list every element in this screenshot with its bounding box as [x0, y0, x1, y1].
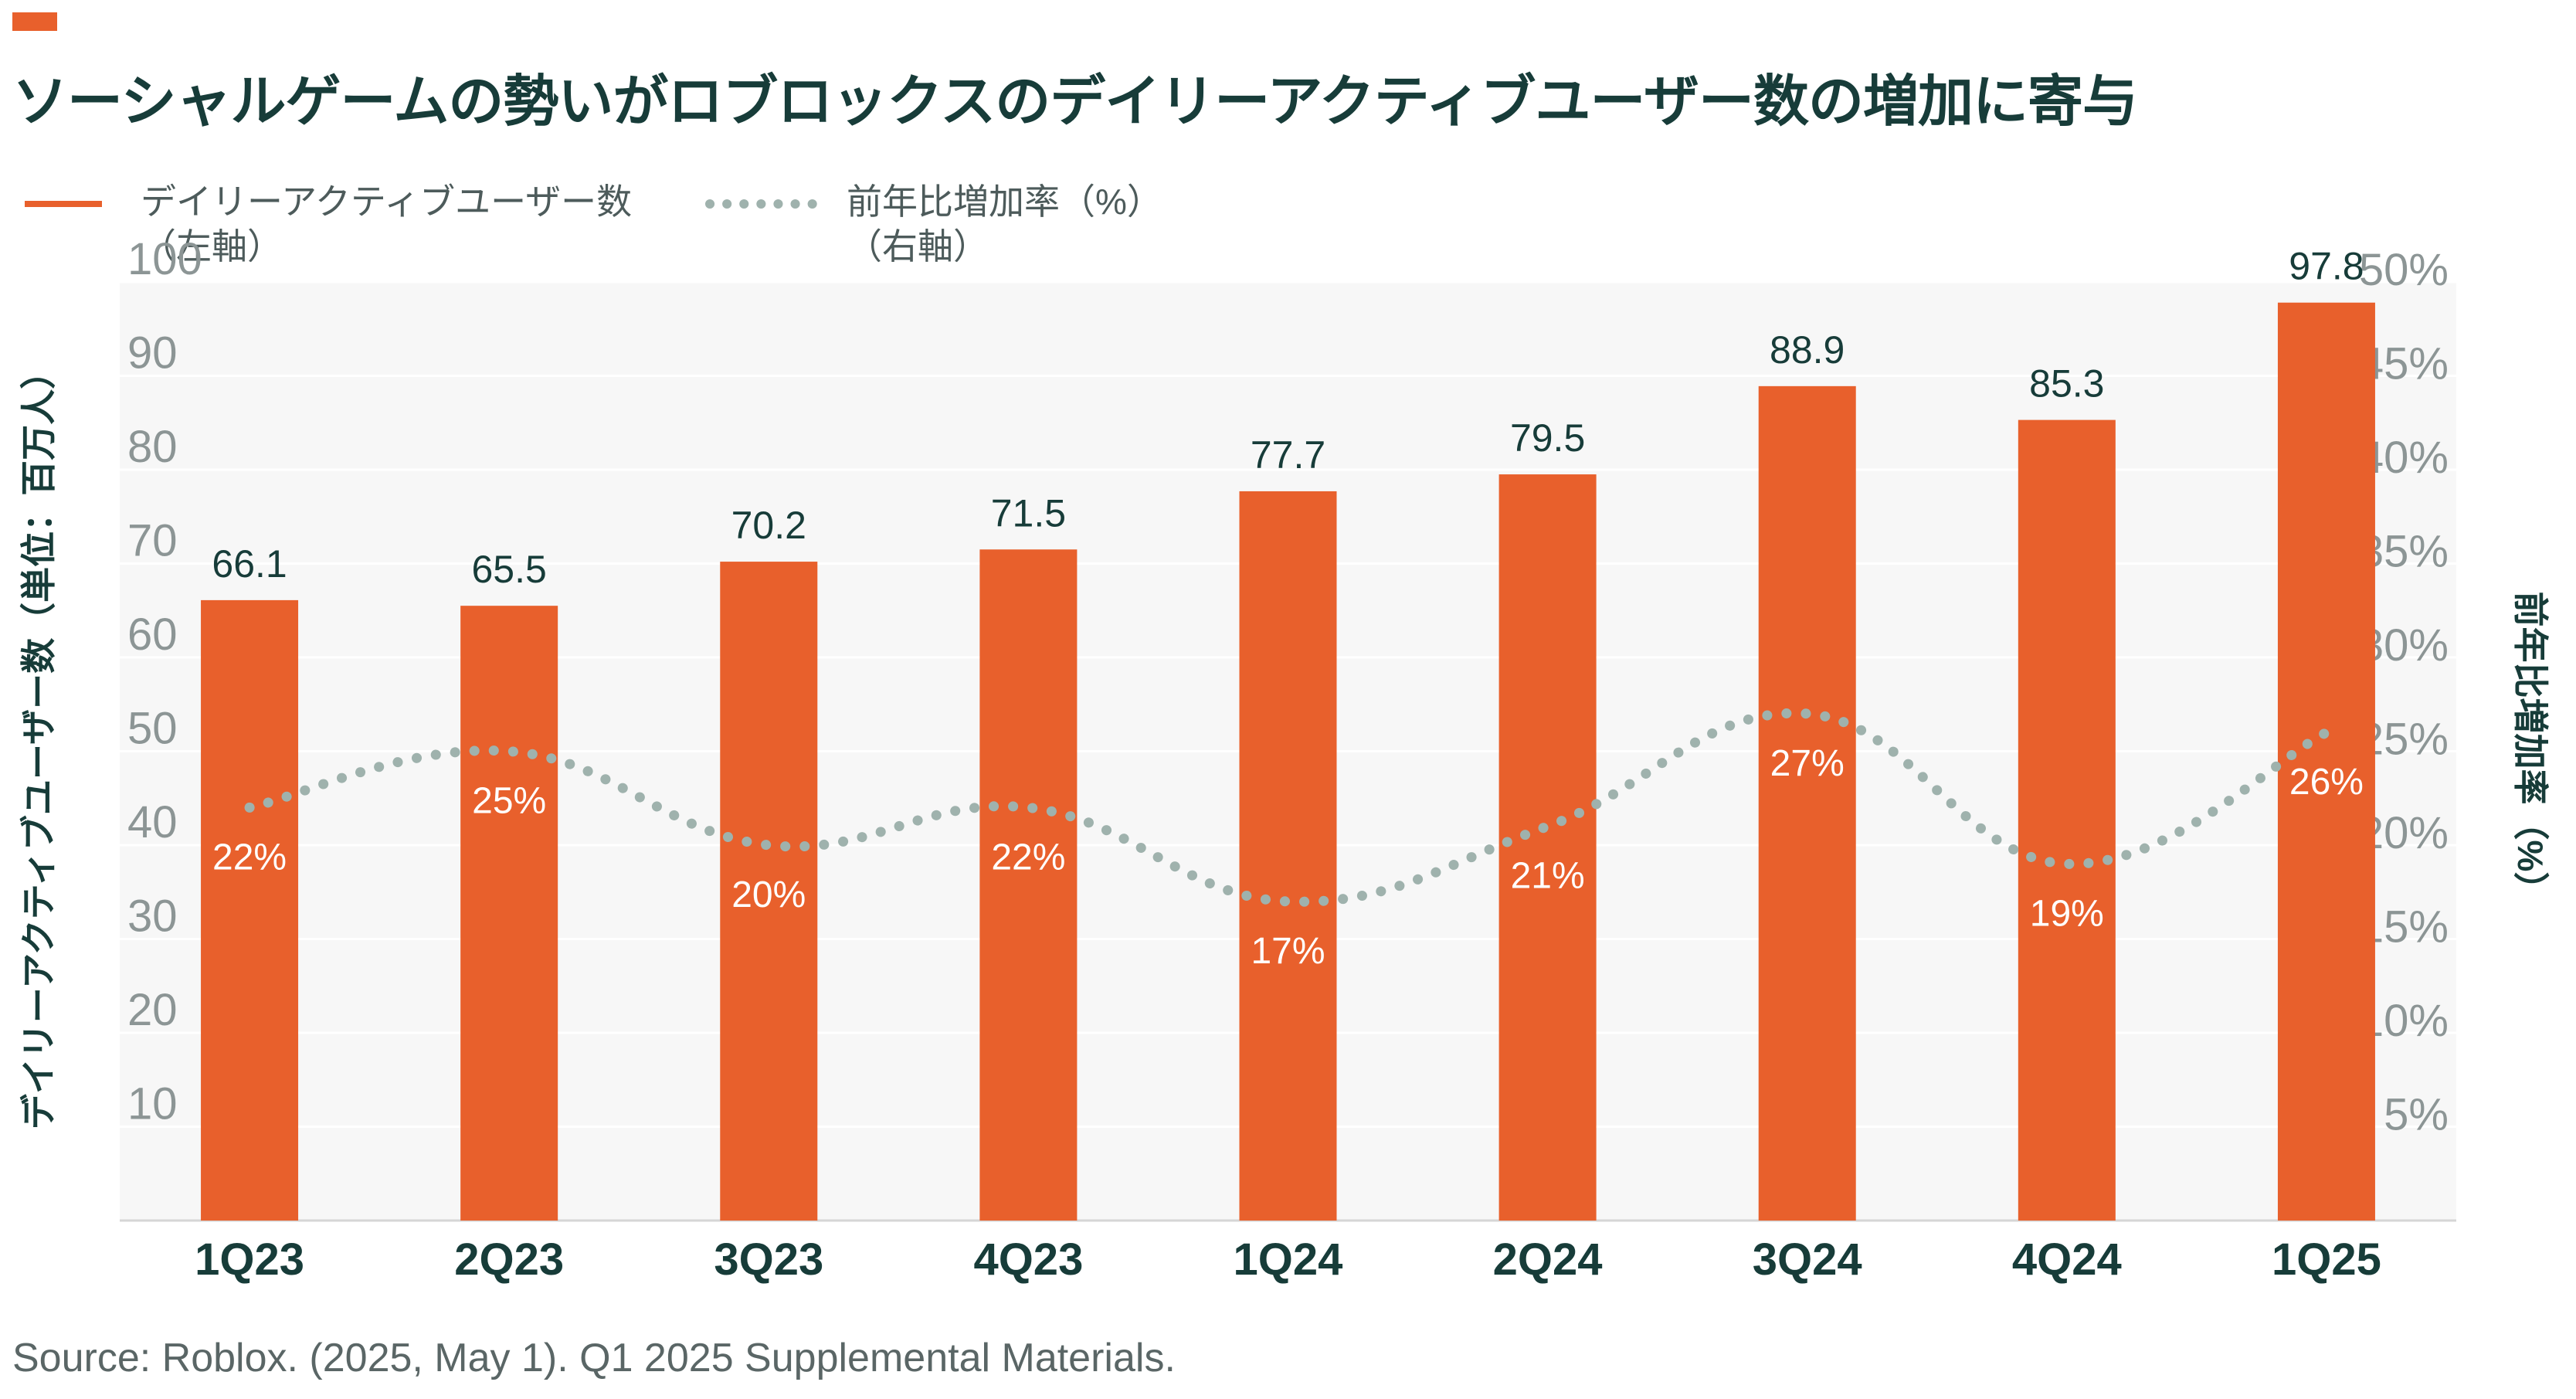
bar — [2018, 419, 2116, 1221]
y-tick-label: 50 — [127, 704, 178, 754]
growth-rate-label: 22% — [212, 837, 287, 878]
x-tick-label: 1Q23 — [195, 1234, 304, 1285]
y-tick-label: 10 — [127, 1079, 178, 1129]
y-tick-label: 80 — [127, 422, 178, 472]
bar — [720, 562, 818, 1221]
bar-value-label: 71.5 — [991, 491, 1066, 535]
y-tick-label: 60 — [127, 610, 178, 660]
legend-line-sub: （右軸） — [847, 226, 989, 267]
bar-value-label: 66.1 — [212, 542, 287, 586]
x-tick-label: 3Q23 — [714, 1234, 823, 1285]
bar-value-label: 85.3 — [2029, 362, 2104, 406]
growth-rate-label: 20% — [731, 874, 806, 915]
x-tick-label: 1Q25 — [2272, 1234, 2381, 1285]
bar — [201, 599, 299, 1221]
accent-block — [12, 12, 57, 31]
legend-bar-sub: （左軸） — [141, 226, 283, 267]
y2-axis-title: 前年比増加率（%） — [2510, 592, 2551, 908]
y-tick-label: 40 — [127, 797, 178, 847]
bar-value-label: 88.9 — [1770, 328, 1845, 372]
y-tick-label: 30 — [127, 891, 178, 942]
bar-value-label: 65.5 — [472, 548, 547, 591]
growth-rate-line — [244, 708, 2332, 907]
bar — [2277, 302, 2375, 1221]
growth-rate-label: 26% — [2289, 762, 2364, 803]
growth-rate-label: 17% — [1251, 931, 1325, 972]
bar-value-label: 97.8 — [2289, 245, 2364, 288]
bar — [1758, 385, 1856, 1221]
bar — [979, 549, 1078, 1221]
bar — [1239, 491, 1337, 1221]
y-tick-label: 20 — [127, 985, 178, 1035]
growth-rate-label: 22% — [991, 837, 1065, 878]
bar — [1498, 474, 1597, 1221]
chart: 1020304050607080901005%10%15%20%25%30%35… — [19, 234, 2551, 1285]
bar-value-label: 79.5 — [1510, 416, 1585, 460]
legend-line-label: 前年比増加率（%） — [847, 182, 1162, 222]
growth-rate-label: 19% — [2030, 893, 2104, 934]
growth-rate-label: 21% — [1511, 856, 1585, 897]
y-tick-label: 70 — [127, 516, 178, 566]
growth-rate-label: 25% — [472, 781, 546, 822]
bar-value-label: 70.2 — [731, 504, 806, 547]
chart-title: ソーシャルゲームの勢いがロブロックスのデイリーアクティブユーザー数の増加に寄与 — [12, 71, 2138, 133]
legend-line-swatch — [705, 199, 820, 209]
legend-bar-swatch — [25, 201, 102, 207]
bar — [460, 606, 558, 1221]
bar-value-label: 77.7 — [1251, 433, 1325, 477]
x-tick-label: 2Q24 — [1493, 1234, 1603, 1285]
legend-bar-label: デイリーアクティブユーザー数 — [141, 182, 633, 222]
y-axis-title: デイリーアクティブユーザー数（単位：百万人） — [19, 354, 59, 1129]
source-note: Source: Roblox. (2025, May 1). Q1 2025 S… — [12, 1336, 1176, 1380]
y-tick-label: 90 — [127, 328, 178, 379]
x-tick-label: 3Q24 — [1753, 1234, 1862, 1285]
growth-rate-label: 27% — [1770, 743, 1845, 784]
x-tick-label: 4Q23 — [973, 1234, 1083, 1285]
y-tick-label: 100 — [127, 234, 202, 284]
y2-tick-label: 50% — [2359, 245, 2449, 295]
x-tick-label: 2Q23 — [454, 1234, 564, 1285]
x-tick-label: 1Q24 — [1234, 1234, 1343, 1285]
y2-tick-label: 5% — [2384, 1090, 2449, 1140]
x-tick-label: 4Q24 — [2012, 1234, 2122, 1285]
